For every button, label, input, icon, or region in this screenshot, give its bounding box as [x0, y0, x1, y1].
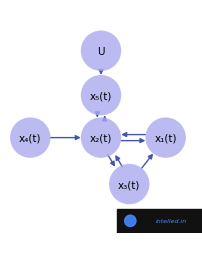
Text: x₂(t): x₂(t): [90, 133, 112, 143]
Circle shape: [10, 118, 51, 158]
Circle shape: [109, 164, 149, 204]
Text: intelled.in: intelled.in: [156, 218, 187, 224]
Circle shape: [145, 118, 186, 158]
Bar: [117, 210, 202, 233]
Text: x₅(t): x₅(t): [90, 91, 112, 101]
Text: U: U: [97, 46, 105, 57]
Circle shape: [81, 31, 121, 72]
Text: x₃(t): x₃(t): [118, 179, 140, 189]
Circle shape: [125, 215, 136, 227]
Circle shape: [81, 118, 121, 158]
Circle shape: [81, 76, 121, 116]
Text: x₄(t): x₄(t): [19, 133, 42, 143]
Text: x₁(t): x₁(t): [154, 133, 177, 143]
